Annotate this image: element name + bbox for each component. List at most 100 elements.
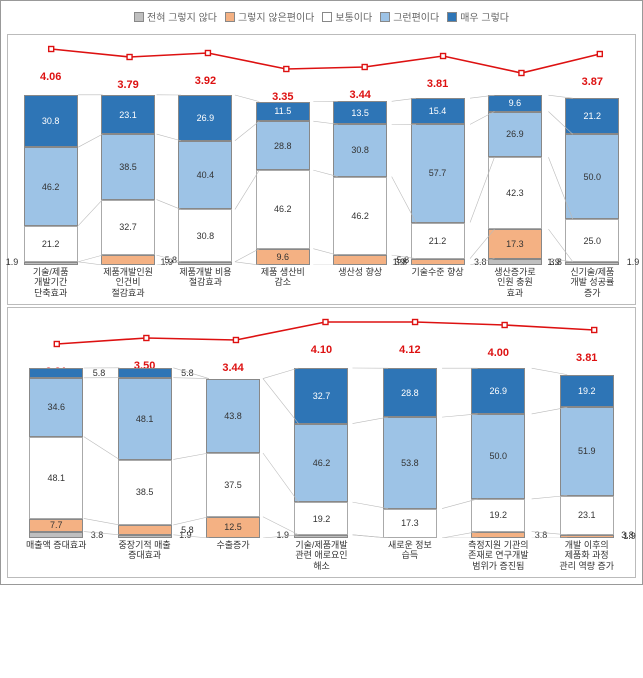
bar-segment: 46.2 [333,177,387,256]
x-axis-label: 제품 생산비감소 [244,267,321,298]
x-axis-label: 수출증가 [189,540,277,571]
bar-stack: 17.353.828.8 [383,368,437,538]
x-axis-label: 생산성 향상 [322,267,399,298]
bar-segment: 11.5 [256,102,310,122]
bar-segment: 21.2 [565,98,619,134]
bar-segment: 19.2 [560,375,614,408]
bar-segment: 51.9 [560,407,614,495]
bar-segment: 15.4 [411,98,465,124]
bar-segment: 57.7 [411,124,465,222]
legend-swatch [225,12,235,22]
bar-segment-label: 1.9 [160,257,173,267]
bar-segment: 19.2 [294,502,348,535]
trend-point [127,55,132,60]
chart-column: 3.811.93.821.257.715.4 [399,95,476,265]
legend-label: 그렇지 않은편이다 [238,9,314,24]
bar-segment: 43.8 [206,379,260,453]
trend-point [413,320,418,325]
line-value: 3.81 [576,352,597,364]
bar-segment: 21.2 [411,223,465,259]
legend-swatch [380,12,390,22]
x-axis-label: 제품개발인원인건비절감효과 [89,267,166,298]
bar-stack: 12.537.543.8 [206,368,260,538]
bar-segment: 28.8 [256,121,310,170]
bar-segment [118,525,172,535]
bar-segment: 7.7 [29,519,83,532]
bar-stack: 3.817.342.326.99.6 [488,95,542,265]
bar-segment-label: 1.9 [276,530,289,540]
bar-segment [29,368,83,378]
x-axis-label: 중장기적 매출증대효과 [100,540,188,571]
bar-segment: 50.0 [565,134,619,219]
bar-segment: 46.2 [294,424,348,503]
x-axis-labels: 기술/제품개발기간단축효과제품개발인원인건비절감효과제품개발 비용절감효과제품 … [8,265,635,304]
bar-segment: 34.6 [29,378,83,437]
trend-point [592,328,597,333]
chart-column: 4.003.819.250.026.9 [454,368,542,538]
legend-swatch [322,12,332,22]
legend-label: 보통이다 [335,9,372,24]
line-value: 4.10 [311,344,332,356]
bar-segment: 30.8 [178,209,232,261]
line-value: 4.06 [40,71,61,83]
bar-segment: 23.1 [560,496,614,535]
chart-column: 3.871.91.925.050.021.2 [554,95,631,265]
bar-segment: 32.7 [101,200,155,256]
bar-segment: 32.7 [294,368,348,424]
bar-segment [471,532,525,538]
bar-segment: 42.3 [488,157,542,229]
chart-column: 3.359.646.228.811.5 [244,95,321,265]
trend-point [144,336,149,341]
chart-column: 3.4412.537.543.8 [189,368,277,538]
bar-segment: 21.2 [24,226,78,262]
bar-segment: 40.4 [178,141,232,210]
x-axis-label: 제품개발 비용절감효과 [167,267,244,298]
chart-column: 3.213.817.342.326.99.6 [476,95,553,265]
x-axis-label: 측정지원 기관의존재로 연구개발범위가 증진됨 [454,540,542,571]
bar-segment: 13.5 [333,101,387,124]
chart-area: 4.061.921.246.230.83.795.832.738.523.13.… [8,35,635,265]
line-value: 3.79 [117,79,138,91]
trend-point [205,51,210,56]
line-value: 4.12 [399,344,420,356]
bar-segment: 19.2 [471,499,525,532]
chart-container: 전혀 그렇지 않다그렇지 않은편이다보통이다그런편이다매우 그렇다 4.061.… [0,0,643,585]
bar-segment: 48.1 [29,437,83,519]
bar-segment [101,255,155,265]
bar-stack: 3.819.250.026.9 [471,368,525,538]
line-value: 3.87 [582,76,603,88]
bar-segment [118,368,172,378]
chart-column: 3.921.930.840.426.9 [167,95,244,265]
bar-segment: 48.1 [118,378,172,460]
x-axis-label: 새로운 정보습득 [366,540,454,571]
legend-item: 매우 그렇다 [447,9,509,24]
bar-segment [24,262,78,265]
legend-label: 전혀 그렇지 않다 [147,9,217,24]
trend-point [233,338,238,343]
x-axis-label: 개발 이후의제품화 과정관리 역량 증가 [543,540,631,571]
chart-column: 3.501.95.838.548.15.8 [100,368,188,538]
bar-stack: 9.646.228.811.5 [256,95,310,265]
bar-stack: 1.919.246.232.7 [294,368,348,538]
chart-column: 3.313.87.748.134.65.8 [12,368,100,538]
bar-stack: 1.91.925.050.021.2 [565,95,619,265]
bar-segment: 53.8 [383,417,437,508]
bar-segment [333,255,387,265]
bar-stack: 1.95.838.548.15.8 [118,368,172,538]
bar-stack: 1.921.246.230.8 [24,95,78,265]
bar-segment: 26.9 [488,112,542,158]
bar-segment [488,259,542,265]
bar-segment [118,535,172,538]
trend-point [519,71,524,76]
trend-point [502,323,507,328]
x-axis-labels: 매출액 증대효과중장기적 매출증대효과수출증가기술/제품개발관련 애로요인해소새… [8,538,635,577]
trend-point [49,47,54,52]
trend-line [51,49,600,73]
bar-segment: 23.1 [101,95,155,134]
chart-column: 4.101.919.246.232.7 [277,368,365,538]
bar-segment-label: 1.9 [393,257,406,267]
bar-segment: 30.8 [24,95,78,147]
x-axis-label: 매출액 증대효과 [12,540,100,571]
legend-item: 보통이다 [322,9,372,24]
bar-segment-label: 1.9 [627,257,640,267]
